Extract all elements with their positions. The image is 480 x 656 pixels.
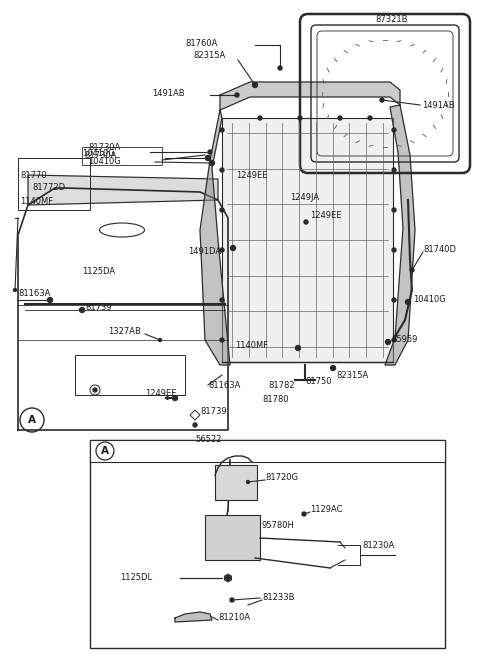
Bar — [215, 465, 257, 500]
Circle shape — [252, 83, 257, 87]
Text: 81210A: 81210A — [218, 613, 250, 623]
Circle shape — [392, 298, 396, 302]
Text: 81730A: 81730A — [88, 144, 120, 152]
Text: 10410G: 10410G — [82, 150, 115, 159]
Circle shape — [235, 93, 239, 97]
Text: 1125DA: 1125DA — [82, 268, 115, 276]
Circle shape — [172, 396, 178, 401]
Circle shape — [380, 98, 384, 102]
Bar — [90, 440, 445, 462]
Text: 1249EE: 1249EE — [310, 211, 341, 220]
Text: 1327AB: 1327AB — [108, 327, 141, 337]
Circle shape — [158, 338, 161, 342]
Text: 81230A: 81230A — [362, 541, 394, 550]
Text: 81233B: 81233B — [262, 594, 295, 602]
Circle shape — [230, 598, 234, 602]
Text: 81720G: 81720G — [265, 474, 298, 483]
Text: 1249EE: 1249EE — [236, 171, 267, 180]
Text: 1249EE: 1249EE — [145, 388, 177, 398]
Text: 81730A: 81730A — [84, 152, 116, 161]
Text: 1491AB: 1491AB — [422, 100, 455, 110]
Text: 81760A: 81760A — [185, 39, 217, 47]
Text: 56522: 56522 — [195, 436, 221, 445]
Text: 95780H: 95780H — [262, 522, 295, 531]
Circle shape — [392, 338, 396, 342]
Circle shape — [13, 289, 16, 291]
Circle shape — [80, 308, 84, 312]
Text: 82315A: 82315A — [336, 371, 368, 380]
Text: 81740D: 81740D — [423, 245, 456, 255]
Text: 10410G: 10410G — [413, 295, 446, 304]
Circle shape — [220, 298, 224, 302]
Circle shape — [209, 161, 215, 165]
Circle shape — [220, 208, 224, 212]
Circle shape — [368, 116, 372, 120]
Polygon shape — [28, 175, 218, 205]
Bar — [222, 118, 393, 362]
Polygon shape — [220, 82, 400, 110]
Text: 1491AB: 1491AB — [152, 89, 185, 98]
Text: 1140MF: 1140MF — [235, 340, 268, 350]
Text: 1129AC: 1129AC — [310, 506, 343, 514]
Text: 82315A: 82315A — [193, 51, 225, 60]
Text: 81163A: 81163A — [18, 289, 50, 298]
Text: 1491DA: 1491DA — [188, 247, 221, 256]
Circle shape — [296, 346, 300, 350]
Text: 85959: 85959 — [391, 335, 418, 344]
Bar — [90, 440, 445, 648]
Text: 10410G: 10410G — [88, 157, 121, 167]
Polygon shape — [385, 105, 415, 365]
Circle shape — [392, 168, 396, 172]
Bar — [75, 355, 185, 395]
FancyArrow shape — [165, 396, 176, 400]
Text: 81780: 81780 — [262, 396, 288, 405]
Circle shape — [385, 340, 391, 344]
Circle shape — [338, 116, 342, 120]
Bar — [18, 158, 90, 210]
Text: 81739: 81739 — [200, 407, 227, 417]
Text: 81770: 81770 — [20, 171, 47, 180]
Circle shape — [193, 423, 197, 427]
Circle shape — [247, 480, 250, 483]
Circle shape — [230, 245, 236, 251]
Circle shape — [298, 116, 302, 120]
Polygon shape — [175, 612, 212, 622]
Circle shape — [304, 220, 308, 224]
Text: 87321B: 87321B — [375, 16, 408, 24]
Circle shape — [392, 128, 396, 132]
Text: 81750: 81750 — [305, 377, 332, 386]
Text: A: A — [28, 415, 36, 425]
Circle shape — [278, 66, 282, 70]
Text: 1249JA: 1249JA — [290, 194, 319, 203]
Circle shape — [220, 248, 224, 252]
Text: 81163A: 81163A — [208, 380, 240, 390]
Circle shape — [220, 128, 224, 132]
Text: 81782: 81782 — [268, 380, 295, 390]
Text: 1125DL: 1125DL — [120, 573, 152, 583]
Circle shape — [406, 300, 410, 304]
Circle shape — [392, 248, 396, 252]
Circle shape — [48, 298, 52, 302]
Circle shape — [410, 268, 414, 272]
Circle shape — [302, 512, 306, 516]
Text: 81739: 81739 — [85, 304, 112, 312]
Bar — [82, 147, 162, 165]
Circle shape — [392, 208, 396, 212]
Circle shape — [205, 155, 211, 161]
Text: A: A — [101, 446, 109, 456]
Text: 81772D: 81772D — [32, 184, 65, 192]
Circle shape — [208, 150, 212, 154]
Circle shape — [220, 338, 224, 342]
Polygon shape — [200, 110, 230, 365]
Circle shape — [258, 116, 262, 120]
Text: 1140MF: 1140MF — [20, 197, 53, 207]
Circle shape — [331, 365, 336, 371]
Circle shape — [220, 168, 224, 172]
Circle shape — [93, 388, 97, 392]
Circle shape — [226, 575, 230, 581]
Bar — [205, 515, 260, 560]
